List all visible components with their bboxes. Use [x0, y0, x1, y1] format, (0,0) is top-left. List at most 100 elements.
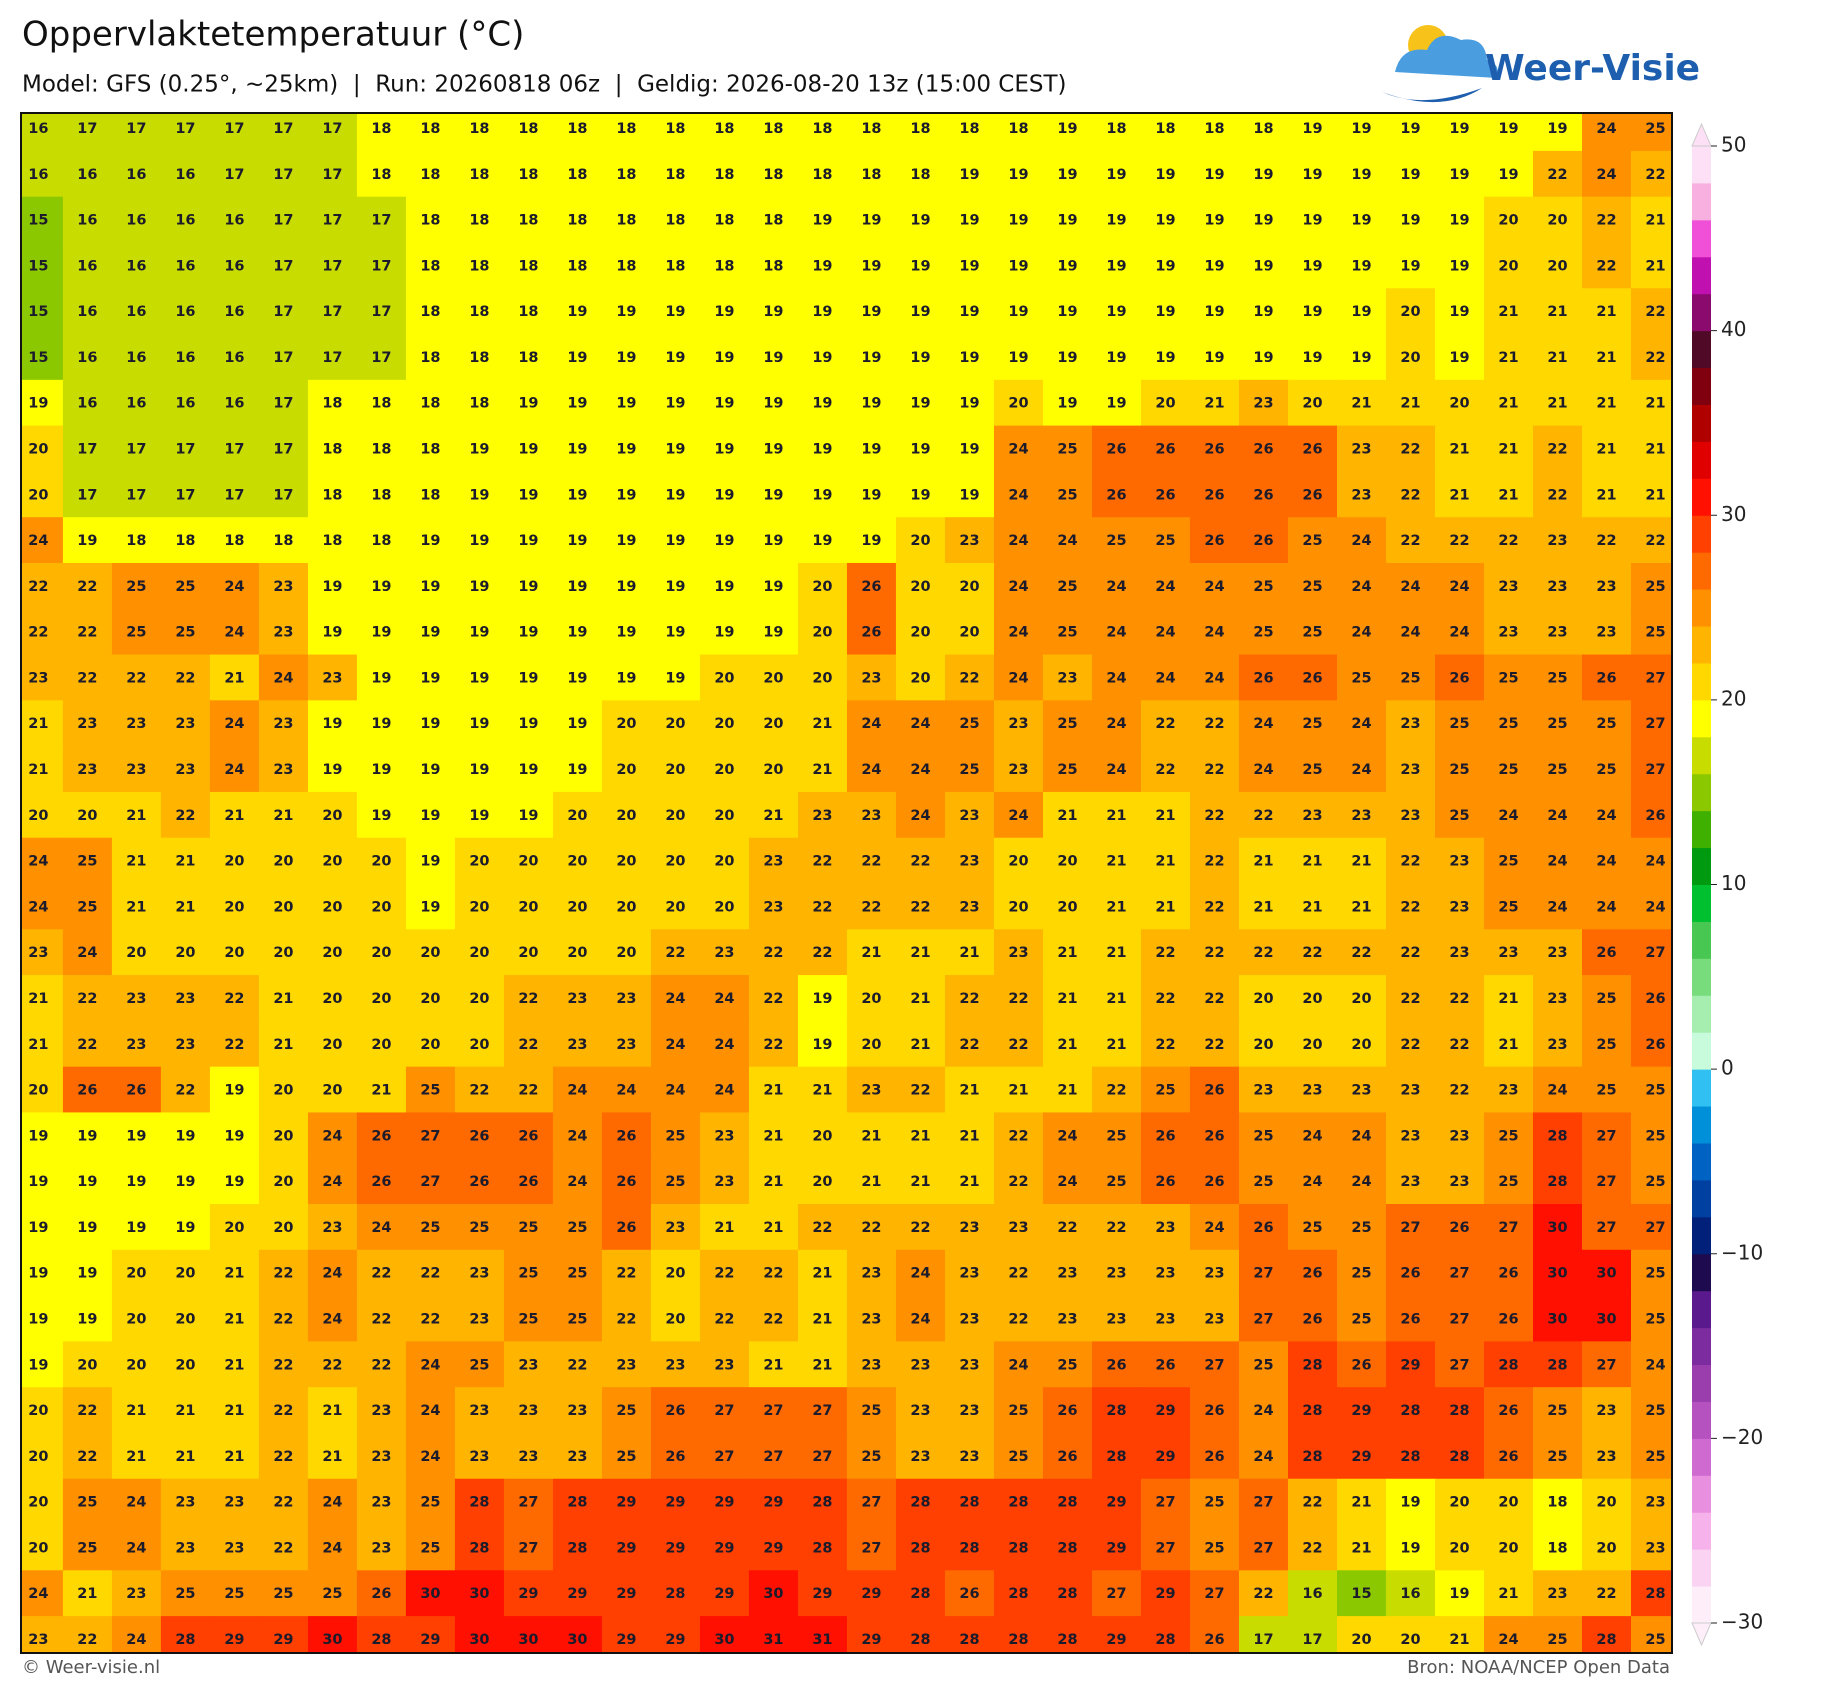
temperature-label: 21 — [1645, 442, 1665, 458]
temperature-label: 22 — [910, 854, 930, 870]
temperature-cell — [748, 883, 799, 930]
temperature-cell — [993, 654, 1044, 701]
temperature-cell — [62, 1249, 113, 1297]
temperature-label: 22 — [1400, 899, 1420, 915]
temperature-cell — [601, 608, 652, 656]
temperature-label: 23 — [861, 670, 881, 686]
temperature-label: 20 — [175, 945, 195, 961]
temperature-label: 18 — [665, 213, 685, 229]
temperature-label: 22 — [77, 579, 97, 595]
temperature-cell — [307, 196, 358, 244]
temperature-label: 19 — [812, 1037, 832, 1053]
temperature-label: 25 — [1253, 625, 1273, 641]
temperature-label: 21 — [126, 854, 146, 870]
temperature-cell — [111, 883, 162, 930]
temperature-label: 24 — [28, 533, 48, 549]
temperature-label: 19 — [1400, 167, 1420, 183]
temperature-label: 29 — [665, 1632, 685, 1648]
temperature-label: 18 — [518, 258, 538, 274]
temperature-label: 23 — [1253, 396, 1273, 412]
temperature-cell — [1581, 288, 1632, 335]
colorbar-band — [1692, 1401, 1711, 1439]
temperature-label: 21 — [1498, 350, 1518, 366]
temperature-cell — [405, 425, 456, 473]
temperature-label: 24 — [1155, 625, 1175, 641]
temperature-label: 23 — [1155, 1266, 1175, 1282]
temperature-cell — [1042, 700, 1093, 747]
temperature-cell — [209, 654, 260, 701]
temperature-cell — [1189, 196, 1240, 244]
temperature-label: 22 — [175, 670, 195, 686]
temperature-cell — [1434, 113, 1485, 152]
temperature-cell — [699, 562, 750, 610]
temperature-label: 20 — [714, 854, 734, 870]
temperature-label: 19 — [861, 396, 881, 412]
temperature-cell — [405, 837, 456, 885]
temperature-label: 26 — [1449, 1220, 1469, 1236]
temperature-label: 23 — [714, 1128, 734, 1144]
temperature-cell — [1434, 883, 1485, 930]
temperature-label: 22 — [1204, 854, 1224, 870]
temperature-label: 19 — [77, 1128, 97, 1144]
temperature-cell — [21, 1204, 64, 1251]
temperature-cell — [1336, 1432, 1387, 1480]
temperature-label: 21 — [1351, 1540, 1371, 1556]
temperature-label: 23 — [1547, 945, 1567, 961]
temperature-cell — [895, 746, 946, 793]
temperature-cell — [1189, 562, 1240, 610]
temperature-label: 25 — [1057, 487, 1077, 503]
temperature-cell — [160, 746, 211, 793]
temperature-cell — [1630, 1432, 1672, 1480]
temperature-label: 24 — [273, 670, 293, 686]
temperature-label: 23 — [616, 991, 636, 1007]
temperature-label: 23 — [28, 670, 48, 686]
temperature-label: 21 — [126, 1403, 146, 1419]
temperature-label: 28 — [1008, 1495, 1028, 1511]
temperature-cell — [1091, 425, 1142, 473]
temperature-label: 21 — [763, 1174, 783, 1190]
temperature-cell — [454, 288, 505, 335]
temperature-cell — [993, 379, 1044, 427]
temperature-cell — [1189, 700, 1240, 747]
temperature-cell — [1287, 1387, 1338, 1434]
temperature-cell — [699, 1341, 750, 1388]
temperature-cell — [21, 975, 64, 1022]
temperature-label: 25 — [861, 1403, 881, 1419]
temperature-cell — [601, 1249, 652, 1297]
temperature-cell — [454, 425, 505, 473]
temperature-cell — [895, 113, 946, 152]
temperature-label: 22 — [1351, 945, 1371, 961]
colorbar-band — [1692, 773, 1711, 812]
temperature-cell — [1336, 1295, 1387, 1342]
temperature-cell — [552, 1478, 603, 1526]
temperature-label: 24 — [1596, 854, 1616, 870]
temperature-label: 22 — [77, 625, 97, 641]
temperature-label: 19 — [28, 1357, 48, 1373]
temperature-label: 27 — [763, 1449, 783, 1465]
temperature-label: 26 — [1204, 1632, 1224, 1648]
temperature-cell — [797, 1204, 848, 1251]
temperature-cell — [846, 562, 897, 610]
temperature-label: 25 — [469, 1220, 489, 1236]
colorbar-tick-label: 30 — [1721, 502, 1746, 526]
temperature-cell — [895, 700, 946, 747]
temperature-cell — [1238, 929, 1289, 976]
temperature-cell — [1483, 113, 1534, 152]
temperature-cell — [1091, 1432, 1142, 1480]
temperature-label: 30 — [763, 1586, 783, 1602]
temperature-cell — [1238, 562, 1289, 610]
temperature-cell — [993, 288, 1044, 335]
temperature-cell — [21, 1341, 64, 1388]
temperature-label: 22 — [1008, 1037, 1028, 1053]
temperature-label: 28 — [665, 1586, 685, 1602]
colorbar-arrow-bottom — [1691, 1622, 1712, 1647]
temperature-cell — [699, 608, 750, 656]
temperature-cell — [1238, 288, 1289, 335]
temperature-cell — [1630, 1387, 1672, 1434]
temperature-cell — [1189, 471, 1240, 518]
temperature-cell — [650, 1112, 701, 1159]
temperature-cell — [62, 837, 113, 885]
temperature-label: 24 — [126, 1540, 146, 1556]
temperature-cell — [1385, 471, 1436, 518]
temperature-cell — [797, 334, 848, 381]
